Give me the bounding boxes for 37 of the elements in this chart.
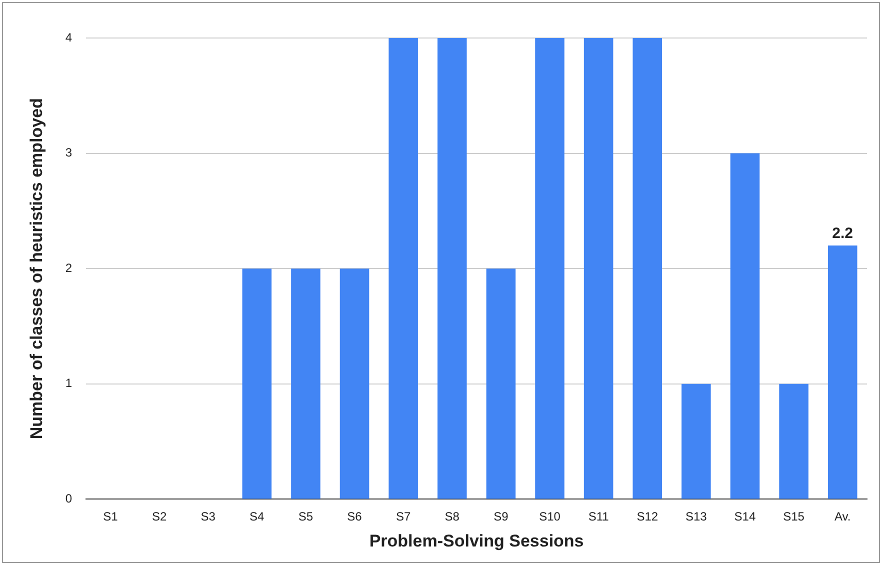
x-axis-title: Problem-Solving Sessions [369, 531, 584, 550]
x-tick-label: S4 [250, 510, 265, 524]
x-tick-label: S7 [396, 510, 411, 524]
x-tick-label: S5 [298, 510, 314, 524]
y-tick-label: 4 [65, 30, 72, 44]
bar [779, 384, 808, 499]
x-tick-label: Av. [834, 510, 851, 524]
bar [682, 384, 711, 499]
bar [632, 38, 662, 499]
x-tick-label: S11 [588, 510, 610, 524]
x-tick-label: S13 [685, 510, 708, 524]
y-tick-label: 0 [65, 492, 72, 506]
x-tick-label: S10 [539, 510, 561, 524]
y-tick-label: 1 [65, 376, 72, 390]
data-label: 2.2 [832, 225, 854, 242]
x-tick-label: S2 [152, 510, 167, 524]
x-tick-label: S6 [347, 510, 362, 524]
bar [291, 268, 320, 499]
bar [828, 246, 858, 499]
x-tick-label: S8 [444, 510, 460, 524]
x-tick-label: S3 [200, 510, 216, 524]
y-axis-title: Number of classes of heuristics employed [26, 98, 46, 440]
y-tick-label: 3 [65, 146, 72, 160]
bar [486, 268, 516, 499]
bar [535, 38, 564, 499]
bar [340, 268, 370, 499]
x-tick-label: S14 [734, 510, 756, 524]
x-tick-label: S9 [494, 510, 509, 524]
x-tick-label: S1 [103, 510, 118, 524]
bar [242, 268, 272, 499]
x-tick-label: S12 [636, 510, 658, 524]
bar [730, 153, 760, 499]
bar [388, 38, 418, 499]
y-tick-label: 2 [65, 260, 72, 275]
bar [437, 38, 467, 499]
x-tick-label: S15 [783, 510, 805, 524]
bar [584, 38, 614, 499]
